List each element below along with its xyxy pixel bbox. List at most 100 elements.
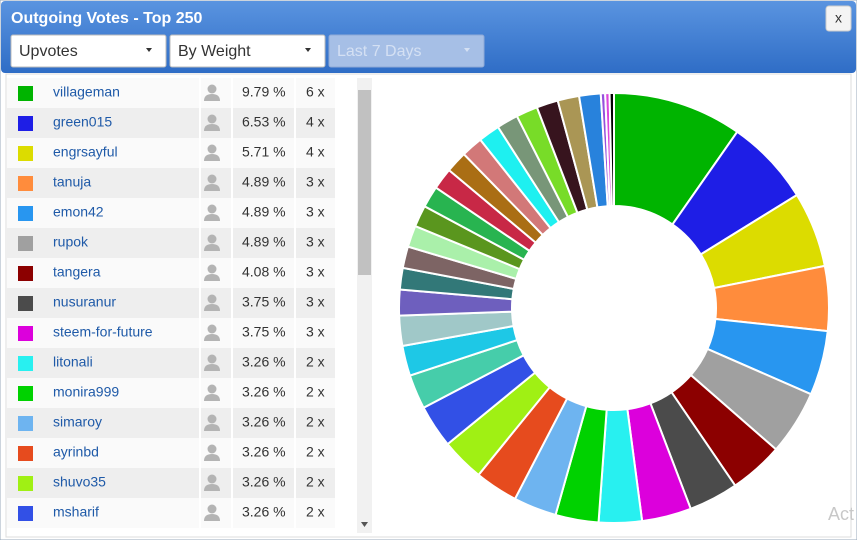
profile-icon[interactable] bbox=[204, 94, 220, 101]
vote-count: 3 x bbox=[306, 234, 325, 250]
profile-icon[interactable] bbox=[207, 114, 217, 124]
profile-icon[interactable] bbox=[207, 174, 217, 184]
row-bg bbox=[7, 408, 335, 438]
profile-icon[interactable] bbox=[207, 444, 217, 454]
vote-percent: 3.75 % bbox=[242, 294, 286, 310]
voter-name[interactable]: tangera bbox=[53, 264, 101, 280]
vote-count: 2 x bbox=[306, 384, 325, 400]
voter-name[interactable]: tanuja bbox=[53, 174, 91, 190]
color-swatch bbox=[18, 236, 33, 251]
vote-percent: 3.75 % bbox=[242, 324, 286, 340]
filter-dropdown[interactable] bbox=[328, 34, 485, 68]
dropdown-arrow[interactable] bbox=[146, 48, 152, 52]
voter-name[interactable]: green015 bbox=[53, 114, 112, 130]
vote-count: 3 x bbox=[306, 294, 325, 310]
profile-icon[interactable] bbox=[207, 414, 217, 424]
profile-icon[interactable] bbox=[204, 424, 220, 431]
profile-icon[interactable] bbox=[207, 144, 217, 154]
voter-name[interactable]: simaroy bbox=[53, 414, 102, 430]
profile-icon[interactable] bbox=[207, 264, 217, 274]
color-swatch bbox=[18, 356, 33, 371]
color-swatch bbox=[18, 446, 33, 461]
profile-icon[interactable] bbox=[204, 514, 220, 521]
vote-count: 4 x bbox=[306, 144, 325, 160]
scroll-down-arrow[interactable] bbox=[361, 522, 368, 527]
filter-label[interactable]: Last 7 Days bbox=[337, 43, 421, 60]
profile-icon[interactable] bbox=[204, 184, 220, 191]
profile-icon[interactable] bbox=[204, 304, 220, 311]
vote-percent: 5.71 % bbox=[242, 144, 286, 160]
vote-percent: 3.26 % bbox=[242, 504, 286, 520]
profile-icon[interactable] bbox=[207, 504, 217, 514]
dropdown-arrow[interactable] bbox=[464, 48, 470, 52]
vote-percent: 3.26 % bbox=[242, 414, 286, 430]
profile-icon[interactable] bbox=[207, 84, 217, 94]
voter-name[interactable]: engrsayful bbox=[53, 144, 118, 160]
color-swatch bbox=[18, 116, 33, 131]
voter-name[interactable]: nusuranur bbox=[53, 294, 116, 310]
voter-name[interactable]: rupok bbox=[53, 234, 89, 250]
row-bg bbox=[7, 228, 335, 258]
scroll-thumb[interactable] bbox=[358, 90, 371, 275]
filter-label[interactable]: By Weight bbox=[178, 43, 251, 60]
filter-dropdown[interactable] bbox=[10, 34, 167, 68]
filter-dropdown[interactable] bbox=[169, 34, 326, 68]
profile-icon[interactable] bbox=[207, 204, 217, 214]
profile-icon[interactable] bbox=[204, 214, 220, 221]
color-swatch bbox=[18, 176, 33, 191]
voter-name[interactable]: shuvo35 bbox=[53, 474, 106, 490]
profile-icon[interactable] bbox=[207, 294, 217, 304]
row-bg bbox=[7, 258, 335, 288]
vote-count: 3 x bbox=[306, 204, 325, 220]
voter-name[interactable]: ayrinbd bbox=[53, 444, 99, 460]
profile-icon[interactable] bbox=[207, 384, 217, 394]
profile-icon[interactable] bbox=[204, 244, 220, 251]
vote-percent: 4.89 % bbox=[242, 204, 286, 220]
profile-icon[interactable] bbox=[204, 124, 220, 131]
voter-name[interactable]: villageman bbox=[53, 84, 120, 100]
row-bg bbox=[7, 78, 335, 108]
voter-name[interactable]: monira999 bbox=[53, 384, 119, 400]
voter-name[interactable]: steem-for-future bbox=[53, 324, 153, 340]
color-swatch bbox=[18, 86, 33, 101]
row-bg bbox=[7, 318, 335, 348]
donut-slice bbox=[608, 91, 615, 208]
color-swatch bbox=[18, 476, 33, 491]
dropdown-arrow[interactable] bbox=[305, 48, 311, 52]
profile-icon[interactable] bbox=[207, 324, 217, 334]
color-swatch bbox=[18, 506, 33, 521]
color-swatch bbox=[18, 146, 33, 161]
color-swatch bbox=[18, 326, 33, 341]
color-swatch bbox=[18, 206, 33, 221]
profile-icon[interactable] bbox=[204, 154, 220, 161]
profile-icon[interactable] bbox=[204, 484, 220, 491]
voter-name[interactable]: emon42 bbox=[53, 204, 104, 220]
voter-name[interactable]: litonali bbox=[53, 354, 93, 370]
profile-icon[interactable] bbox=[204, 454, 220, 461]
row-bg bbox=[7, 468, 335, 498]
vote-percent: 3.26 % bbox=[242, 354, 286, 370]
row-bg bbox=[7, 348, 335, 378]
close-label[interactable]: x bbox=[835, 10, 842, 26]
vote-count: 2 x bbox=[306, 414, 325, 430]
vote-count: 3 x bbox=[306, 264, 325, 280]
vote-count: 2 x bbox=[306, 504, 325, 520]
profile-icon[interactable] bbox=[207, 354, 217, 364]
close-button[interactable] bbox=[825, 5, 852, 32]
filter-label[interactable]: Upvotes bbox=[19, 43, 78, 60]
vote-count: 2 x bbox=[306, 444, 325, 460]
profile-icon[interactable] bbox=[207, 474, 217, 484]
row-bg bbox=[7, 438, 335, 468]
row-bg bbox=[7, 168, 335, 198]
profile-icon[interactable] bbox=[204, 394, 220, 401]
row-bg bbox=[7, 288, 335, 318]
vote-count: 2 x bbox=[306, 354, 325, 370]
vote-percent: 9.79 % bbox=[242, 84, 286, 100]
vote-percent: 3.26 % bbox=[242, 384, 286, 400]
voter-name[interactable]: msharif bbox=[53, 504, 99, 520]
profile-icon[interactable] bbox=[204, 334, 220, 341]
profile-icon[interactable] bbox=[204, 274, 220, 281]
profile-icon[interactable] bbox=[204, 364, 220, 371]
row-bg bbox=[7, 198, 335, 228]
profile-icon[interactable] bbox=[207, 234, 217, 244]
